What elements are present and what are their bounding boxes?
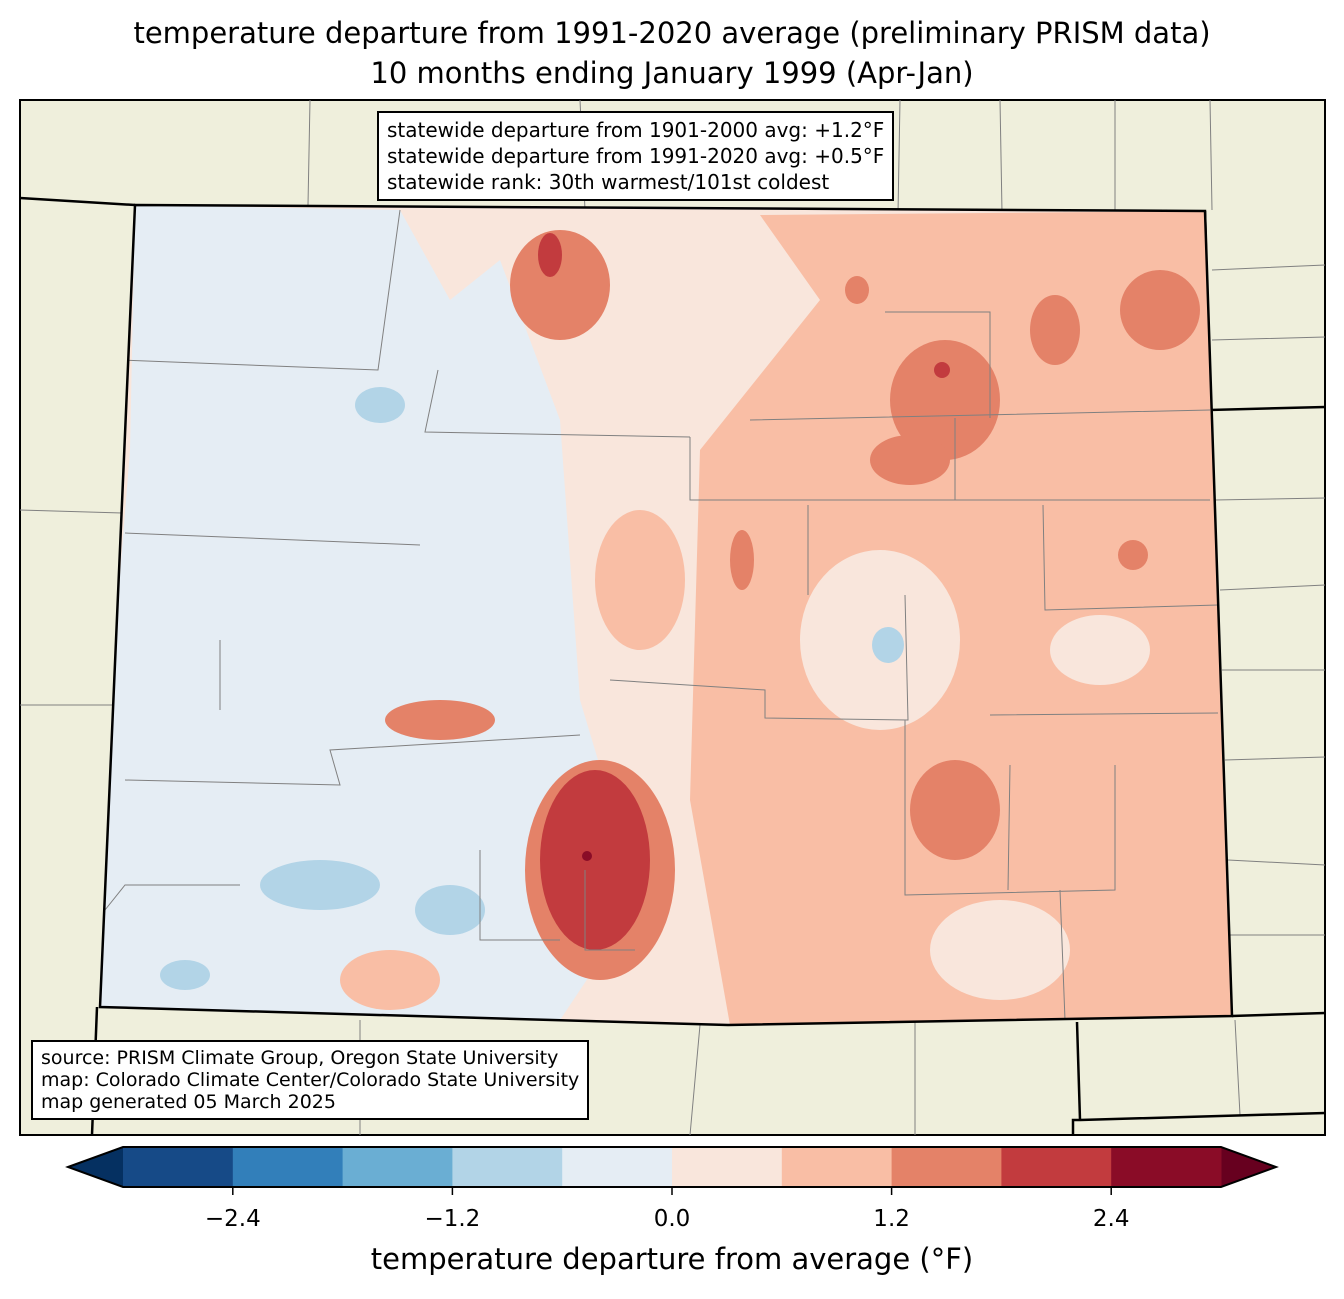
source-line: source: PRISM Climate Group, Oregon Stat…: [41, 1047, 559, 1069]
map-title-line1: temperature departure from 1991-2020 ave…: [133, 16, 1211, 50]
colorbar-bin: [1001, 1147, 1112, 1187]
stats-departure-1901-2000: statewide departure from 1901-2000 avg: …: [387, 118, 885, 142]
stats-departure-1991-2020: statewide departure from 1991-2020 avg: …: [387, 144, 885, 168]
colorbar-outline: [65, 1146, 1279, 1188]
neighbor-state-counties: [19, 99, 1326, 1136]
colorbar-bin: [781, 1147, 893, 1187]
stats-rank: statewide rank: 30th warmest/101st colde…: [387, 170, 830, 194]
colorbar-bin: [1111, 1147, 1222, 1187]
colorbar-under-arrow: [68, 1147, 123, 1187]
colorbar-over-arrow: [1221, 1147, 1276, 1187]
colorbar-bin: [562, 1147, 673, 1187]
colorbar-tick-label: 1.2: [873, 1206, 910, 1232]
colorbar-bin: [452, 1147, 563, 1187]
colorbar-bin: [342, 1147, 453, 1187]
generated-date-line: map generated 05 March 2025: [41, 1091, 336, 1113]
colorbar-label: temperature departure from average (°F): [370, 1242, 974, 1276]
map-title-line2: 10 months ending January 1999 (Apr-Jan): [370, 56, 974, 90]
colorado-border: [98, 203, 1234, 1027]
colorbar-tick-label: 0.0: [653, 1206, 691, 1232]
colorbar-tick-label: −1.2: [424, 1206, 481, 1232]
colorbar-tick-label: 2.4: [1092, 1206, 1130, 1232]
colorbar: [65, 1146, 1279, 1195]
source-box: source: PRISM Climate Group, Oregon Stat…: [31, 1040, 590, 1120]
colorbar-bin: [672, 1147, 783, 1187]
statewide-stats-box: statewide departure from 1901-2000 avg: …: [377, 111, 895, 201]
colorbar-tick-label: −2.4: [204, 1206, 261, 1232]
colorbar-bin: [123, 1147, 234, 1187]
county-lines: [104, 209, 1219, 1021]
colorbar-bin: [891, 1147, 1002, 1187]
colorbar-bin: [232, 1147, 344, 1187]
departure-field: [100, 205, 1232, 1025]
map-credit-line: map: Colorado Climate Center/Colorado St…: [41, 1069, 580, 1091]
